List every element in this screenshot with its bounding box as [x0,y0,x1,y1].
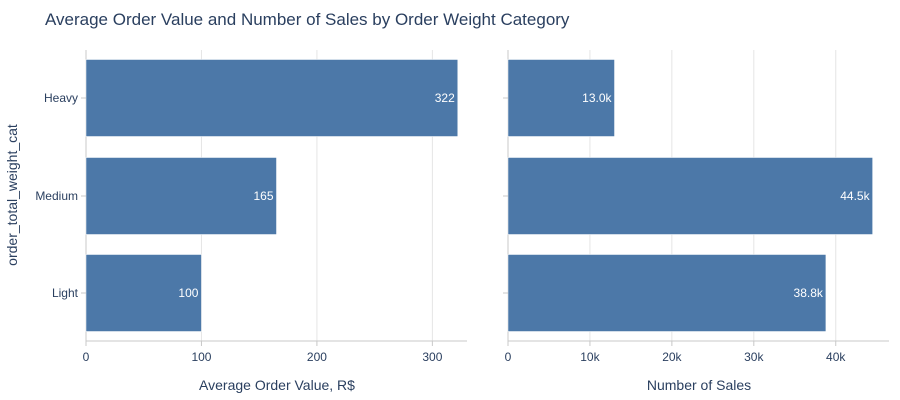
left-x-tick-label: 300 [422,350,442,364]
left-bar-label-medium: 165 [253,189,273,203]
y-axis-title: order_total_weight_cat [4,124,20,266]
right-x-tick-label: 0 [505,350,512,364]
left-bar-light [85,254,202,332]
left-x-tick-label: 100 [191,350,211,364]
x-axis-title-right: Number of Sales [647,377,751,393]
left-bar-label-heavy: 322 [435,91,455,105]
right-x-tick-label: 20k [662,350,682,364]
right-x-tick-label: 10k [580,350,600,364]
left-bar-label-light: 100 [178,286,198,300]
chart-title: Average Order Value and Number of Sales … [45,10,570,29]
left-panel: 322 Heavy 165 Medium 100 Light 0 100 200 300 [35,50,467,364]
right-bar-medium [507,157,873,235]
right-x-tick-label: 40k [826,350,846,364]
left-bar-heavy [85,59,459,137]
left-x-tick-label: 200 [307,350,327,364]
right-x-tick-label: 30k [744,350,764,364]
left-bar-medium [85,157,277,235]
y-tick-label-light: Light [52,286,79,300]
y-tick-label-heavy: Heavy [44,91,78,105]
right-panel: 13.0k 44.5k 38.8k 0 10k 20k 30k 40k [503,50,889,364]
right-bar-light [507,254,827,332]
right-bar-label-medium: 44.5k [840,189,870,203]
x-axis-title-left: Average Order Value, R$ [199,377,355,393]
left-x-tick-label: 0 [83,350,90,364]
right-bar-heavy [507,59,615,137]
right-bar-label-heavy: 13.0k [582,91,612,105]
y-tick-label-medium: Medium [35,189,78,203]
right-bar-label-light: 38.8k [794,286,824,300]
